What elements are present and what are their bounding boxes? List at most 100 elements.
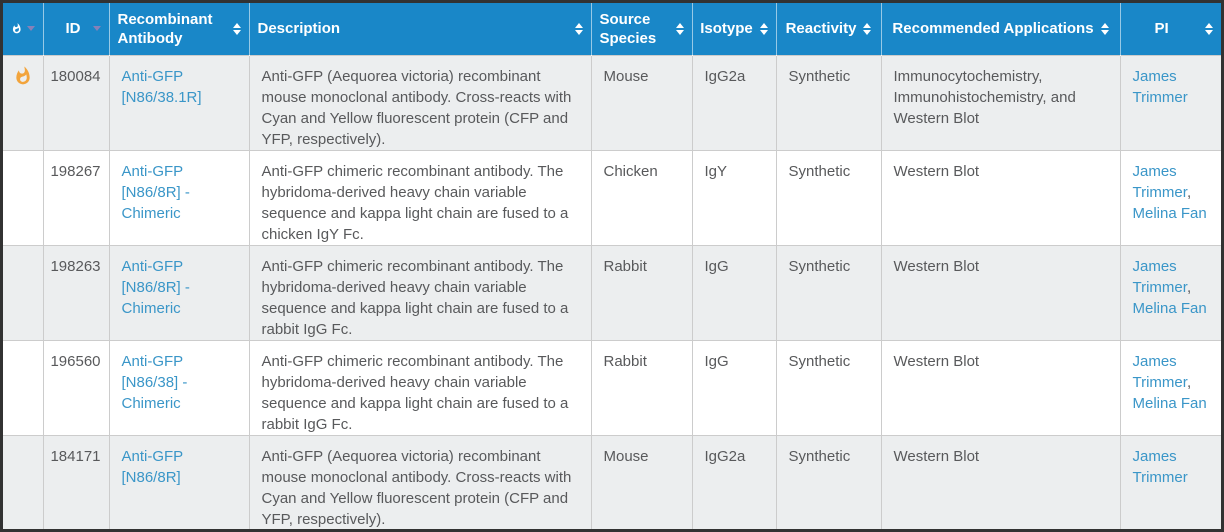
source-species-cell: Chicken (591, 149, 693, 245)
sort-header-recombinant-antibody[interactable]: Recombinant Antibody (109, 3, 250, 55)
flame-icon (16, 66, 30, 84)
description-cell: Anti-GFP chimeric recombinant antibody. … (249, 339, 592, 435)
isotype-cell: IgY (692, 149, 777, 245)
pi-link[interactable]: Melina Fan (1132, 299, 1207, 317)
reactivity-cell: Synthetic (776, 54, 882, 150)
pi-cell: James Trimmer (1120, 54, 1221, 150)
hot-indicator-cell (3, 339, 44, 435)
table-row: 198263 Anti-GFP [N86/8R] - Chimeric Anti-G… (3, 244, 1221, 340)
sort-desc-icon (26, 26, 35, 32)
applications-cell: Western Blot (881, 149, 1121, 245)
id-cell: 198263 (43, 244, 110, 340)
antibody-link[interactable]: Anti-GFP [N86/8R] (121, 447, 183, 486)
sort-header-source-species[interactable]: Source Species (591, 3, 693, 55)
isotype-cell: IgG2a (692, 54, 777, 150)
column-label: Description (257, 20, 341, 38)
id-cell: 196560 (43, 339, 110, 435)
table-header-row: ID Recombinant Antibody Description Source … (3, 3, 1221, 55)
source-species-cell: Rabbit (591, 339, 693, 435)
pi-cell: James Trimmer, Melina Fan (1120, 244, 1221, 340)
source-species-cell: Rabbit (591, 244, 693, 340)
column-label: ID (65, 20, 81, 38)
sort-header-recommended-applications[interactable]: Recommended Applications (881, 3, 1121, 55)
description-cell: Anti-GFP (Aequorea victoria) recombinant… (249, 434, 592, 529)
header-cell-content: Recombinant Antibody (118, 10, 241, 48)
column-label: Reactivity (785, 20, 857, 38)
source-species-cell: Mouse (591, 434, 693, 529)
table-row: 198267 Anti-GFP [N86/8R] - Chimeric Anti-G… (3, 149, 1221, 245)
sort-header-isotype[interactable]: Isotype (692, 3, 777, 55)
antibody-cell: Anti-GFP [N86/8R] (109, 434, 250, 529)
table-row: 180084 Anti-GFP [N86/38.1R] Anti-GFP (Aequ… (3, 54, 1221, 150)
description-cell: Anti-GFP chimeric recombinant antibody. … (249, 244, 592, 340)
sort-header-description[interactable]: Description (249, 3, 592, 55)
antibody-cell: Anti-GFP [N86/8R] - Chimeric (109, 244, 250, 340)
column-label: Isotype (700, 20, 753, 38)
header-cell-content: Description (258, 19, 583, 38)
sort-arrows-icon (759, 22, 768, 35)
reactivity-cell: Synthetic (776, 244, 882, 340)
applications-cell: Immunocytochemistry, Immunohistochemistr… (881, 54, 1121, 150)
sort-header-reactivity[interactable]: Reactivity (776, 3, 882, 55)
antibody-link[interactable]: Anti-GFP [N86/8R] - Chimeric (121, 162, 190, 222)
column-label: PI (1154, 20, 1169, 38)
sort-arrows-icon (1205, 22, 1213, 35)
hot-indicator-cell (3, 54, 44, 150)
id-cell: 198267 (43, 149, 110, 245)
sort-header-id[interactable]: ID (43, 3, 110, 55)
column-label: Source Species (599, 10, 657, 47)
table-row: 184171 Anti-GFP [N86/8R] Anti-GFP (Aequore… (3, 434, 1221, 529)
sort-arrows-icon (574, 22, 583, 35)
description-cell: Anti-GFP (Aequorea victoria) recombinant… (249, 54, 592, 150)
isotype-cell: IgG (692, 339, 777, 435)
isotype-cell: IgG2a (692, 434, 777, 529)
id-cell: 180084 (43, 54, 110, 150)
applications-cell: Western Blot (881, 339, 1121, 435)
antibody-table-container: ID Recombinant Antibody Description Source … (3, 3, 1221, 529)
hot-indicator-cell (3, 244, 44, 340)
antibody-cell: Anti-GFP [N86/38.1R] (109, 54, 250, 150)
applications-cell: Western Blot (881, 434, 1121, 529)
pi-cell: James Trimmer, Melina Fan (1120, 339, 1221, 435)
pi-cell: James Trimmer, Melina Fan (1120, 149, 1221, 245)
hot-indicator-cell (3, 434, 44, 529)
antibody-link[interactable]: Anti-GFP [N86/38] - Chimeric (121, 352, 188, 412)
id-cell: 184171 (43, 434, 110, 529)
pi-cell: James Trimmer (1120, 434, 1221, 529)
sort-arrows-icon (1100, 22, 1109, 35)
pi-link[interactable]: Melina Fan (1132, 394, 1207, 412)
antibody-table: ID Recombinant Antibody Description Source … (3, 3, 1221, 529)
pi-link[interactable]: James Trimmer (1132, 67, 1188, 106)
sort-arrows-icon (232, 22, 241, 35)
reactivity-cell: Synthetic (776, 149, 882, 245)
sort-header-hot[interactable] (3, 3, 44, 55)
applications-cell: Western Blot (881, 244, 1121, 340)
reactivity-cell: Synthetic (776, 339, 882, 435)
header-cell-content: Recommended Applications (890, 19, 1112, 38)
antibody-cell: Anti-GFP [N86/38] - Chimeric (109, 339, 250, 435)
reactivity-cell: Synthetic (776, 434, 882, 529)
flame-icon (12, 23, 21, 34)
header-cell-content: Reactivity (785, 19, 873, 38)
sort-header-pi[interactable]: PI (1120, 3, 1221, 55)
pi-link[interactable]: James Trimmer (1132, 257, 1187, 296)
pi-link[interactable]: James Trimmer (1132, 447, 1188, 486)
isotype-cell: IgG (692, 244, 777, 340)
antibody-link[interactable]: Anti-GFP [N86/8R] - Chimeric (121, 257, 190, 317)
sort-arrows-icon (863, 22, 872, 35)
header-cell-content (11, 18, 35, 39)
pi-link[interactable]: Melina Fan (1132, 204, 1207, 222)
pi-link[interactable]: James Trimmer (1132, 162, 1187, 201)
header-cell-content: Source Species (600, 10, 684, 48)
antibody-cell: Anti-GFP [N86/8R] - Chimeric (109, 149, 250, 245)
table-row: 196560 Anti-GFP [N86/38] - Chimeric Anti-G… (3, 339, 1221, 435)
description-cell: Anti-GFP chimeric recombinant antibody. … (249, 149, 592, 245)
pi-link[interactable]: James Trimmer (1132, 352, 1187, 391)
header-cell-content: PI (1129, 19, 1213, 38)
antibody-link[interactable]: Anti-GFP [N86/38.1R] (121, 67, 202, 106)
header-cell-content: Isotype (700, 19, 768, 38)
source-species-cell: Mouse (591, 54, 693, 150)
sort-arrows-icon (675, 22, 684, 35)
header-cell-content: ID (52, 19, 101, 38)
column-label: Recombinant Antibody (117, 10, 213, 47)
